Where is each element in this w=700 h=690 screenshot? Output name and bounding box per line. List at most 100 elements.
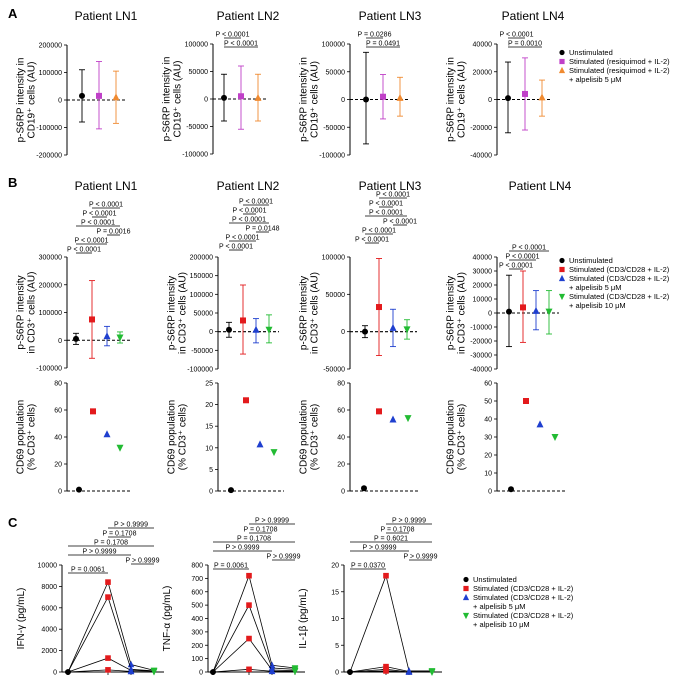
legend-label-line2: + alpelisib 5 μM bbox=[569, 75, 621, 84]
panel-label-c: C bbox=[8, 515, 18, 530]
title-b-ln1: Patient LN1 bbox=[75, 179, 138, 193]
pvalue-label: P > 0.9999 bbox=[226, 545, 260, 552]
y-axis-label: CD69 population bbox=[167, 400, 178, 475]
pvalue-label: P = 0.0016 bbox=[97, 229, 131, 236]
pvalue-label: P < 0.0001 bbox=[512, 245, 546, 252]
legend-label-line2: + alpelisib 10 μM bbox=[473, 620, 530, 629]
y-tick-label: 10 bbox=[205, 445, 213, 452]
y-tick-label: 100000 bbox=[322, 42, 345, 49]
chart-b1: -100000 0 100000 200000 300000 p-S6RP intensi… bbox=[16, 202, 131, 373]
y-tick-label: -20000 bbox=[470, 125, 492, 132]
y-axis-label: in CD3⁺ cells (AU) bbox=[457, 272, 468, 354]
pvalue-label: P < 0.0001 bbox=[233, 208, 267, 215]
y-tick-label: 500 bbox=[191, 603, 203, 610]
mean-marker bbox=[226, 326, 232, 333]
mean-marker bbox=[76, 486, 82, 493]
donor-line bbox=[212, 668, 295, 673]
y-tick-label: 5 bbox=[335, 643, 339, 650]
y-tick-label: 200000 bbox=[39, 43, 62, 50]
legend-label: Stimulated (CD3/CD28 + IL-2) bbox=[569, 274, 670, 283]
y-axis-label: p-S6RP intensity in bbox=[162, 57, 173, 142]
mean-marker bbox=[551, 434, 559, 441]
legend-label: Unstimulated bbox=[569, 48, 613, 57]
y-tick-label: -30000 bbox=[470, 353, 492, 360]
y-tick-label: 50000 bbox=[189, 69, 209, 76]
y-tick-label: -100000 bbox=[187, 367, 213, 374]
chart-a4: -40000 -20000 0 20000 40000 p-S6RP intensity … bbox=[446, 32, 552, 160]
y-tick-label: 0 bbox=[341, 97, 345, 104]
y-axis-label: IL-1β (pg/mL) bbox=[298, 588, 309, 648]
y-tick-label: 2000 bbox=[41, 648, 57, 655]
mean-marker bbox=[89, 316, 95, 323]
legend-marker bbox=[559, 49, 565, 56]
y-axis-label: CD19⁺ cells (AU) bbox=[27, 62, 38, 139]
legend-marker bbox=[558, 66, 566, 74]
y-tick-label: 800 bbox=[191, 563, 203, 570]
mean-marker bbox=[376, 304, 382, 311]
data-point bbox=[210, 669, 216, 675]
y-tick-label: -50000 bbox=[323, 367, 345, 374]
legend-label: Stimulated (CD3/CD28 + IL-2) bbox=[473, 611, 574, 620]
data-point bbox=[347, 669, 353, 675]
pvalue-label: P < 0.0001 bbox=[224, 41, 258, 48]
pvalue-label: P = 0.0061 bbox=[214, 563, 248, 570]
y-tick-label: 80 bbox=[337, 381, 345, 388]
y-tick-label: -100000 bbox=[36, 366, 62, 373]
y-tick-label: 100000 bbox=[185, 42, 208, 49]
y-tick-label: 20 bbox=[331, 563, 339, 570]
y-tick-label: 100000 bbox=[190, 292, 213, 299]
pvalue-label: P < 0.0001 bbox=[239, 199, 273, 206]
y-axis-label: p-S6RP intensity bbox=[299, 276, 310, 350]
mean-marker bbox=[389, 415, 397, 423]
pvalue-label: P < 0.0001 bbox=[355, 237, 389, 244]
legend-marker bbox=[463, 576, 469, 583]
y-tick-label: 0 bbox=[209, 489, 213, 496]
y-tick-label: 0 bbox=[488, 489, 492, 496]
y-tick-label: 0 bbox=[335, 670, 339, 677]
y-axis-label: p-S6RP intensity in bbox=[299, 57, 310, 142]
pvalue-label: P < 0.0001 bbox=[67, 247, 101, 254]
mean-marker bbox=[238, 93, 244, 100]
mean-marker bbox=[90, 408, 96, 415]
pvalue-label: P < 0.0001 bbox=[369, 201, 403, 208]
y-tick-label: 60 bbox=[54, 408, 62, 415]
y-tick-label: 10000 bbox=[473, 297, 493, 304]
donor-line bbox=[212, 637, 296, 673]
data-point bbox=[383, 668, 389, 674]
chart-a3: -100000 -50000 0 50000 100000 p-S6RP intensit… bbox=[299, 32, 410, 160]
pvalue-label: P < 0.0001 bbox=[81, 220, 115, 227]
mean-marker bbox=[389, 323, 397, 331]
y-tick-label: 150000 bbox=[190, 273, 213, 280]
title-b-ln3: Patient LN3 bbox=[359, 179, 422, 193]
mean-marker bbox=[270, 449, 278, 457]
data-point bbox=[291, 668, 299, 676]
y-tick-label: 20 bbox=[337, 462, 345, 469]
y-tick-label: 30 bbox=[484, 435, 492, 442]
pvalue-label: P = 0.0148 bbox=[246, 226, 280, 233]
y-tick-label: 50000 bbox=[194, 311, 214, 318]
panel-label-a: A bbox=[8, 6, 18, 21]
mean-marker bbox=[380, 93, 386, 100]
chart-b3: -50000 0 50000 100000 p-S6RP intensity in CD3… bbox=[299, 192, 418, 374]
y-tick-label: 20000 bbox=[473, 69, 493, 76]
legend-label-line2: + alpelisib 5 μM bbox=[569, 283, 621, 292]
y-tick-label: 0 bbox=[58, 489, 62, 496]
y-tick-label: 40000 bbox=[473, 42, 493, 49]
y-tick-label: 10 bbox=[484, 471, 492, 478]
legend-marker bbox=[559, 257, 565, 264]
y-tick-label: 50000 bbox=[326, 292, 346, 299]
mean-marker bbox=[112, 93, 120, 101]
y-tick-label: 0 bbox=[53, 670, 57, 677]
chart-b7: 0 20 40 60 80 CD69 population (% CD3⁺ cells) bbox=[299, 381, 418, 496]
y-tick-label: 60 bbox=[337, 408, 345, 415]
y-tick-label: 200 bbox=[191, 643, 203, 650]
data-point bbox=[105, 594, 111, 600]
mean-marker bbox=[523, 398, 529, 404]
y-tick-label: 100000 bbox=[322, 255, 345, 262]
pvalue-label: P < 0.0001 bbox=[219, 244, 253, 251]
legend-marker bbox=[462, 593, 470, 601]
y-axis-label: CD19⁺ cells (AU) bbox=[173, 61, 184, 138]
y-tick-label: 6000 bbox=[41, 605, 57, 612]
